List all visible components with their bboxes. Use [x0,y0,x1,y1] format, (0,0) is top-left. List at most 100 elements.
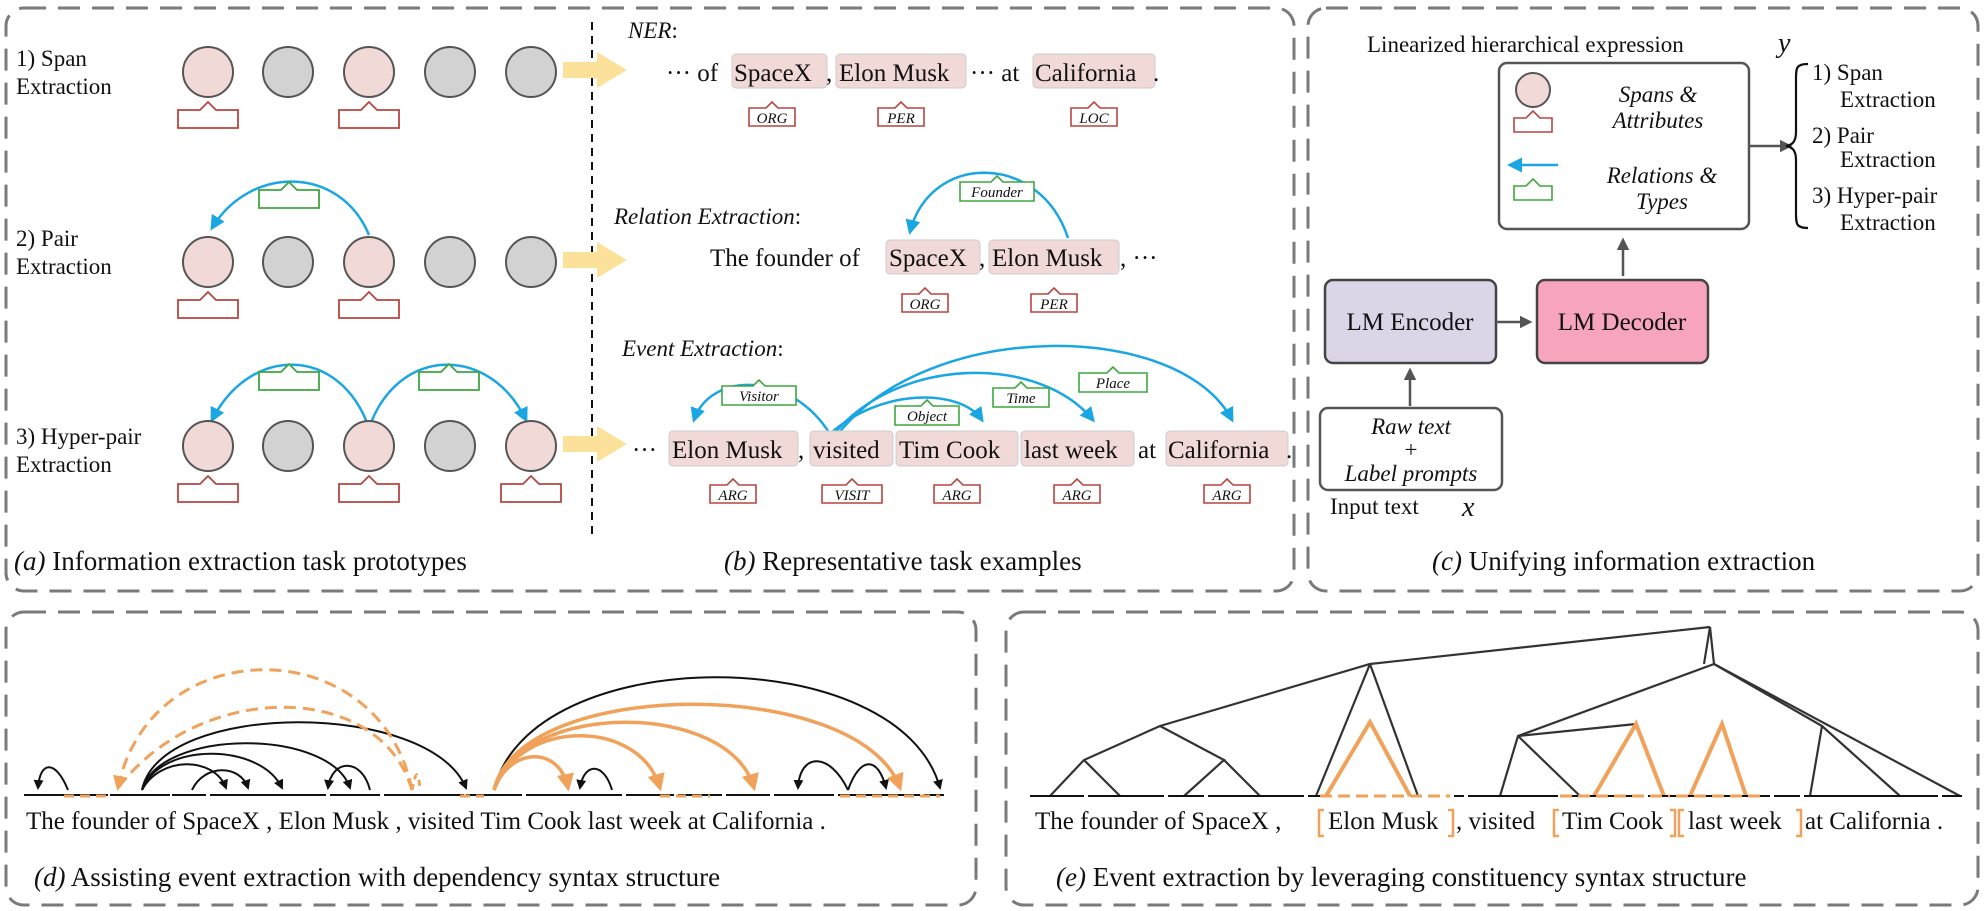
panel-b: NER: ··· of SpaceX , Elon Musk ··· at Ca… [613,18,1292,576]
span-node [343,46,395,98]
ee-tag: ARG [933,477,981,504]
token-node [505,236,557,288]
founder-arc [905,171,1070,239]
orange-dashed-arc [113,668,414,791]
panel-d: The founder of SpaceX , Elon Musk , visi… [24,668,944,892]
ee-mid: at [1138,437,1156,464]
re-end: , ··· [1120,245,1157,272]
re-tag: PER [1030,286,1078,313]
span-highlight [1032,53,1156,89]
bracket-right [1796,808,1803,838]
ee-lead: ··· [632,437,657,464]
span-tag-icon [500,474,562,503]
relation-tag-icon [1513,177,1553,201]
panel-a: 1) Span Extraction 2) Pair Extraction 3)… [14,46,627,576]
token-node [424,420,476,472]
const-bracket1: Elon Musk [1328,808,1439,835]
lm-encoder-label: LM Encoder [1346,309,1474,336]
ner-end: . [1153,60,1159,87]
svg-text:ARG: ARG [1211,488,1241,504]
out-2b: Extraction [1840,147,1936,172]
orange-dashed-arc [410,773,422,791]
caption-c: (c) Unifying information extraction [1432,546,1816,576]
row2-label-1: 2) Pair [16,226,78,251]
input-line-2: + [1405,437,1418,462]
svg-text:Founder: Founder [970,185,1023,201]
token-node [262,236,314,288]
ner-span1: SpaceX [734,60,812,87]
ee-sep: , [798,437,804,464]
yellow-arrow-icon [563,242,627,278]
output-box [1497,61,1751,231]
output-var: y [1775,28,1791,59]
ee-tag: ARG [1203,477,1251,504]
ner-tag: PER [877,100,925,127]
ee-tag: ARG [1053,477,1101,504]
span-node [182,420,234,472]
re-title: Relation Extraction: [613,204,801,229]
dep-sentence: The founder of SpaceX , Elon Musk , visi… [26,808,826,835]
ee-tag: VISIT [821,477,883,504]
const-words-a: The founder of SpaceX , [1035,808,1281,835]
span-node [182,46,234,98]
span-node [343,420,395,472]
output-title: Linearized hierarchical expression [1367,32,1684,57]
dep-arc [576,767,613,791]
dep-arc [847,763,889,791]
dep-arc [141,721,468,791]
dep-arc [793,760,849,791]
bracket-left [1552,808,1559,838]
dep-arc [141,763,228,791]
out-3a: 3) Hyper-pair [1812,183,1938,208]
token-node [424,236,476,288]
row1-label-1: 1) Span [16,46,87,71]
span-highlight [835,53,967,89]
input-line-3: Label prompts [1344,461,1478,486]
span-node [1515,72,1551,108]
svg-text:Object: Object [907,409,948,425]
relation-tag-icon [258,180,320,209]
yellow-arrow-icon [563,426,627,462]
ner-tag: ORG [748,100,796,127]
constituency-tree [1049,625,1961,797]
place-arc [837,344,1234,435]
row3-label-1: 3) Hyper-pair [16,424,142,449]
dep-arc [191,769,251,791]
span-highlight [731,53,828,89]
ee-trigger: visited [813,437,880,464]
bracket-left [1317,808,1324,838]
hyper-arc-left [210,363,371,429]
span-tag-icon [177,474,239,503]
re-span1: SpaceX [889,245,967,272]
ee-title: Event Extraction: [621,336,784,361]
ee-role-tag: Visitor [721,378,797,406]
time-arc [833,371,1095,435]
span-highlight [1020,430,1135,467]
ee-span1: Elon Musk [672,437,783,464]
ner-tag: LOC [1070,100,1118,127]
span-highlight [1165,430,1289,467]
re-tag: ORG [901,286,949,313]
ner-span2: Elon Musk [839,60,950,87]
svg-text:PER: PER [886,111,915,127]
re-lead: The founder of [710,245,861,272]
legend-spans-2: Attributes [1611,108,1704,133]
span-tag-icon [177,290,239,319]
orange-arc [492,755,574,792]
ner-lead: ··· of [666,60,719,87]
caption-b: (b) Representative task examples [724,546,1082,576]
lm-decoder-label: LM Decoder [1558,309,1687,336]
token-node [424,46,476,98]
panel-ab-border [4,6,1296,593]
row3-label-2: Extraction [16,452,112,477]
panel-c-border [1306,6,1980,593]
bracket-right [1670,808,1677,838]
dep-arc [141,752,284,791]
panel-e-border [1004,610,1980,907]
panel-e: The founder of SpaceX , Elon Musk , visi… [1030,625,1962,892]
input-var: x [1461,492,1475,523]
input-title: Input text [1330,494,1419,519]
row1-label-2: Extraction [16,74,112,99]
dep-arc [324,764,371,791]
